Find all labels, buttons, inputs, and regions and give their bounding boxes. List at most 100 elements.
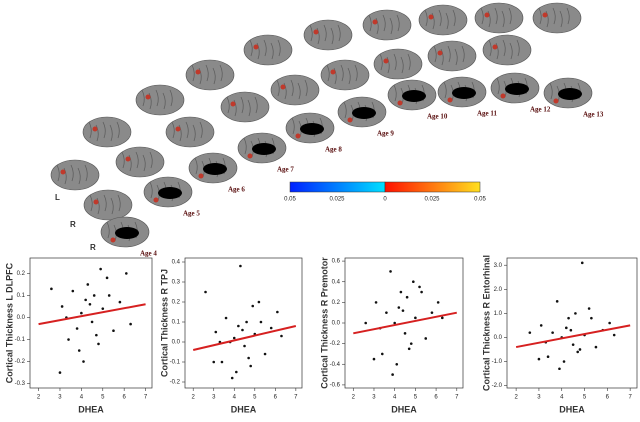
brain [50, 159, 100, 191]
brain-cluster [125, 156, 131, 162]
brain-sulcus [316, 27, 320, 45]
y-axis-title: Cortical Thickness R Entorhinal [481, 255, 491, 391]
data-point [436, 301, 440, 304]
brain-sulcus [169, 89, 173, 107]
brain [532, 2, 582, 34]
brain [427, 40, 477, 72]
data-point [101, 307, 105, 310]
brain-medial [252, 143, 276, 155]
x-tick-label: 3 [537, 395, 541, 401]
brain-sulcus [205, 64, 209, 82]
data-point [204, 290, 207, 294]
data-point [608, 321, 611, 325]
data-point [92, 294, 96, 297]
colorbar [289, 181, 481, 193]
x-tick-label: 2 [37, 395, 41, 401]
brain-sulcus [431, 12, 435, 30]
brain-medial [452, 87, 476, 99]
x-tick-label: 3 [212, 395, 216, 401]
brain-cluster [383, 58, 389, 64]
x-tick-label: 5 [253, 395, 257, 401]
y-tick-label: 0.2 [332, 300, 341, 306]
brain-sulcus [88, 121, 92, 139]
brain-sulcus [128, 154, 132, 172]
x-tick-label: 6 [274, 395, 278, 401]
y-tick-label: 2.0 [494, 287, 503, 293]
brain [270, 74, 320, 106]
x-tick-label: 3 [372, 395, 376, 401]
data-point [412, 280, 415, 284]
data-point [574, 312, 577, 315]
brain [243, 34, 293, 66]
brain-sulcus [117, 194, 121, 212]
data-point [395, 362, 399, 366]
data-point [105, 276, 109, 280]
data-point [237, 324, 240, 328]
brain-sulcus [63, 167, 67, 185]
brain-cluster [484, 12, 490, 18]
brain-cluster [195, 69, 201, 75]
y-tick-label: -1.0 [492, 359, 503, 365]
side-label: L [55, 193, 60, 202]
y-tick-label: 0.3 [172, 280, 181, 286]
data-point [80, 311, 83, 315]
brain [165, 116, 215, 148]
x-tick-label: 2 [514, 395, 518, 401]
brain-sulcus [516, 39, 520, 57]
brain-cluster [313, 29, 319, 35]
brain-sulcus [149, 151, 153, 169]
brain-sulcus [354, 64, 358, 82]
brain-sulcus [379, 53, 383, 71]
plot-frame [29, 257, 153, 389]
brain-cluster [295, 133, 301, 139]
brain-cluster [492, 44, 498, 50]
brain-cluster [92, 126, 98, 132]
brain [474, 2, 524, 34]
brain-sulcus [502, 39, 506, 57]
x-tick-label: 5 [101, 395, 105, 401]
y-tick-label: 3.0 [494, 263, 503, 269]
data-point [555, 300, 559, 303]
brain-sulcus [96, 197, 100, 215]
brain-cluster [253, 44, 259, 50]
x-tick-label: 4 [80, 395, 84, 401]
brain-medial [352, 107, 376, 119]
data-point [364, 321, 368, 325]
data-point [214, 330, 218, 334]
age-label: Age 9 [377, 130, 394, 138]
y-tick-label: 0.0 [17, 315, 26, 321]
brain-sulcus [433, 45, 437, 63]
brain-sulcus [494, 7, 498, 25]
y-tick-label: 0.6 [332, 259, 341, 265]
brain-sulcus [347, 67, 351, 85]
plot-frame [184, 257, 303, 389]
x-tick-label: 4 [233, 395, 237, 401]
brain-sulcus [508, 7, 512, 25]
data-point [230, 376, 234, 380]
data-point [594, 345, 598, 349]
brain-sulcus [440, 48, 444, 66]
data-point [243, 344, 246, 348]
brain-sulcus [396, 14, 400, 32]
brain-sulcus [333, 67, 337, 85]
brain-sulcus [501, 10, 505, 28]
brain [362, 9, 412, 41]
data-point [125, 272, 128, 275]
data-point [276, 310, 279, 314]
age-label: Age 10 [427, 113, 448, 121]
brain [82, 116, 132, 148]
brain-sulcus [375, 17, 379, 35]
plot-frame [506, 257, 638, 389]
brain-sulcus [162, 92, 166, 110]
data-point [430, 311, 434, 314]
data-point [576, 350, 580, 354]
data-point [107, 294, 111, 297]
brain-sulcus [343, 101, 347, 119]
x-tick-label: 7 [294, 395, 298, 401]
data-point [537, 357, 541, 361]
data-point [112, 329, 115, 333]
y-tick-label: 0.1 [17, 293, 26, 299]
data-point [75, 327, 79, 330]
colorbar-negative [289, 181, 386, 193]
brain-cluster [60, 169, 66, 175]
